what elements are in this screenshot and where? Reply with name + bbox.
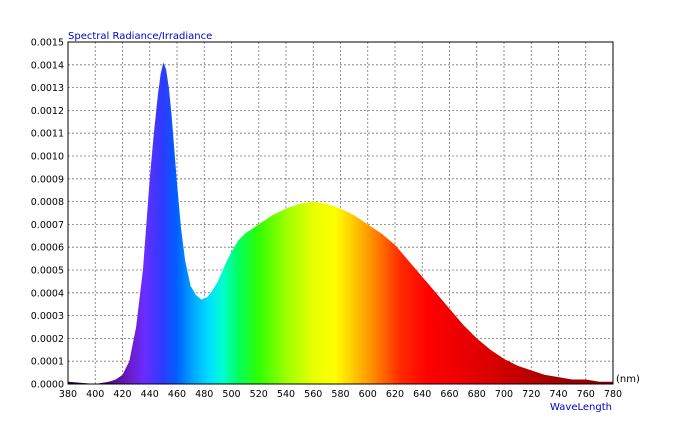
y-tick-label: 0.0003 [31, 311, 64, 322]
y-tick-label: 0.0004 [31, 288, 64, 299]
x-tick-label: 400 [86, 389, 104, 400]
y-tick-label: 0.0008 [31, 197, 64, 208]
y-tick-label: 0.0010 [31, 152, 64, 163]
plot-frame [67, 41, 614, 385]
x-tick-label: 620 [386, 389, 404, 400]
y-tick-label: 0.0011 [31, 129, 64, 140]
x-tick-label: 660 [440, 389, 458, 400]
x-axis-unit: (nm) [616, 374, 640, 385]
y-tick-label: 0.0001 [31, 357, 64, 368]
x-tick-label: 520 [250, 389, 268, 400]
x-tick-label: 600 [359, 389, 377, 400]
x-tick-label: 720 [522, 389, 540, 400]
y-tick-label: 0.0013 [31, 83, 64, 94]
x-tick-label: 460 [168, 389, 186, 400]
x-tick-label: 580 [331, 389, 349, 400]
spectrum-area [68, 62, 613, 385]
x-tick-label: 540 [277, 389, 295, 400]
x-tick-labels: 380 400 420 440 460 480 500 520 540 560 580 600 620 6… [59, 389, 622, 400]
x-tick-label: 440 [141, 389, 159, 400]
x-tick-label: 420 [113, 389, 131, 400]
x-tick-label: 500 [222, 389, 240, 400]
y-tick-label: 0.0005 [31, 266, 64, 277]
x-tick-label: 480 [195, 389, 213, 400]
x-tick-label: 640 [413, 389, 431, 400]
y-tick-label: 0.0012 [31, 106, 64, 117]
y-tick-label: 0.0006 [31, 243, 64, 254]
y-tick-label: 0.0014 [31, 60, 64, 71]
x-tick-label: 680 [468, 389, 486, 400]
x-tick-label: 760 [577, 389, 595, 400]
y-axis-label: Spectral Radiance/Irradiance [68, 31, 212, 42]
x-tick-label: 560 [304, 389, 322, 400]
y-tick-label: 0.0000 [31, 380, 64, 391]
y-tick-label: 0.0002 [31, 334, 64, 345]
y-tick-label: 0.0007 [31, 220, 64, 231]
y-tick-label: 0.0015 [31, 38, 64, 49]
y-tick-label: 0.0009 [31, 174, 64, 185]
x-axis-label: WaveLength [550, 402, 612, 413]
x-tick-label: 780 [604, 389, 622, 400]
x-tick-label: 700 [495, 389, 513, 400]
y-tick-labels: 0.0000 0.0001 0.0002 0.0003 0.0004 0.0005 0.00… [31, 38, 64, 391]
x-tick-label: 740 [549, 389, 567, 400]
x-tick-label: 380 [59, 389, 77, 400]
